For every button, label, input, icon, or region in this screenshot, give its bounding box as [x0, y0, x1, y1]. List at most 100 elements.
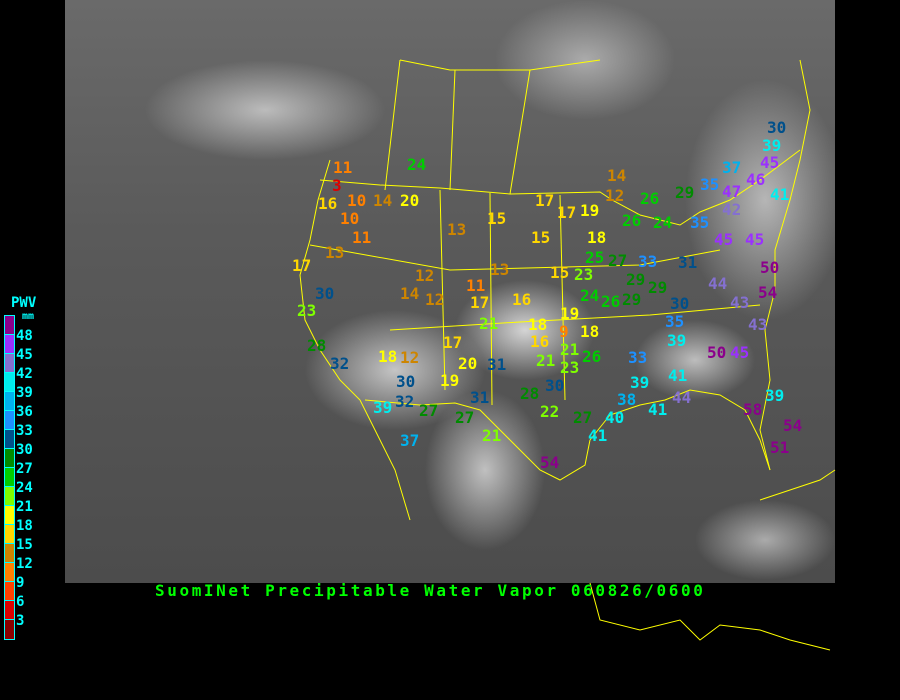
- station-pwv-value: 27: [573, 408, 593, 427]
- pacific-coast: [299, 159, 411, 521]
- legend-unit: mm: [22, 311, 35, 322]
- station-pwv-value: 32: [395, 392, 415, 411]
- caribbean-islands: [759, 469, 836, 501]
- station-pwv-value: 58: [743, 400, 763, 419]
- station-pwv-value: 43: [730, 293, 750, 312]
- state-line: [389, 304, 761, 331]
- station-pwv-value: 9: [559, 322, 569, 341]
- station-pwv-value: 29: [675, 183, 695, 202]
- station-pwv-value: 23: [574, 265, 594, 284]
- station-pwv-value: 25: [585, 248, 605, 267]
- station-pwv-value: 54: [758, 283, 778, 302]
- station-pwv-value: 13: [325, 243, 345, 262]
- station-pwv-value: 28: [307, 336, 327, 355]
- station-pwv-value: 39: [373, 398, 393, 417]
- station-pwv-value: 29: [622, 290, 642, 309]
- legend-tick-label: 30: [16, 442, 33, 458]
- legend-title: PWV: [11, 295, 37, 311]
- station-pwv-value: 38: [617, 390, 637, 409]
- legend-tick-label: 24: [16, 480, 33, 496]
- station-pwv-value: 51: [770, 438, 790, 457]
- legend-swatch: [5, 430, 14, 449]
- station-pwv-value: 27: [455, 408, 475, 427]
- station-pwv-value: 11: [352, 228, 372, 247]
- state-line: [509, 69, 531, 195]
- legend-swatch: [5, 335, 14, 354]
- station-pwv-value: 20: [400, 191, 420, 210]
- station-pwv-value: 30: [670, 294, 690, 313]
- station-pwv-value: 19: [560, 304, 580, 323]
- mexico-border: [364, 399, 591, 481]
- station-pwv-value: 10: [347, 191, 367, 210]
- station-pwv-value: 23: [560, 358, 580, 377]
- legend-tick-label: 21: [16, 499, 33, 515]
- station-pwv-value: 33: [628, 348, 648, 367]
- station-pwv-value: 15: [550, 263, 570, 282]
- station-pwv-value: 17: [535, 191, 555, 210]
- legend-swatch: [5, 468, 14, 487]
- satellite-image: [65, 0, 835, 583]
- station-pwv-value: 32: [330, 354, 350, 373]
- station-pwv-value: 11: [466, 276, 486, 295]
- station-pwv-value: 47: [722, 182, 742, 201]
- station-pwv-value: 14: [400, 284, 420, 303]
- station-pwv-value: 29: [626, 270, 646, 289]
- station-pwv-value: 35: [700, 175, 720, 194]
- station-pwv-value: 26: [601, 292, 621, 311]
- station-pwv-value: 39: [765, 386, 785, 405]
- legend-swatch: [5, 544, 14, 563]
- station-pwv-value: 21: [482, 426, 502, 445]
- legend-tick-label: 36: [16, 404, 33, 420]
- state-line: [439, 189, 446, 391]
- station-pwv-value: 39: [630, 373, 650, 392]
- station-pwv-value: 50: [707, 343, 727, 362]
- station-pwv-value: 16: [318, 194, 338, 213]
- station-pwv-value: 18: [378, 347, 398, 366]
- station-pwv-value: 30: [315, 284, 335, 303]
- atlantic-coast: [759, 59, 811, 471]
- legend-swatch: [5, 411, 14, 430]
- legend-swatch: [5, 487, 14, 506]
- station-pwv-value: 45: [760, 153, 780, 172]
- state-line: [559, 194, 566, 401]
- map-title: SuomINet Precipitable Water Vapor 060826…: [155, 581, 706, 600]
- station-pwv-value: 19: [440, 371, 460, 390]
- station-pwv-value: 11: [333, 158, 353, 177]
- station-pwv-value: 43: [748, 315, 768, 334]
- station-pwv-value: 23: [297, 301, 317, 320]
- station-pwv-value: 16: [530, 332, 550, 351]
- station-pwv-value: 54: [540, 453, 560, 472]
- legend-swatch: [5, 316, 14, 335]
- legend-tick-label: 3: [16, 613, 25, 629]
- station-pwv-value: 29: [648, 278, 668, 297]
- legend-swatch: [5, 354, 14, 373]
- legend-tick-label: 18: [16, 518, 33, 534]
- station-pwv-value: 26: [640, 189, 660, 208]
- station-pwv-value: 27: [608, 251, 628, 270]
- legend-tick-label: 33: [16, 423, 33, 439]
- station-pwv-value: 45: [730, 343, 750, 362]
- legend-swatch: [5, 620, 14, 639]
- state-line: [449, 69, 456, 191]
- station-pwv-value: 28: [520, 384, 540, 403]
- station-pwv-value: 40: [605, 408, 625, 427]
- station-pwv-value: 33: [638, 252, 658, 271]
- station-pwv-value: 26: [582, 347, 602, 366]
- station-pwv-value: 24: [407, 155, 427, 174]
- station-pwv-value: 14: [607, 166, 627, 185]
- station-pwv-value: 27: [419, 401, 439, 420]
- legend-tick-label: 42: [16, 366, 33, 382]
- mexico-coast: [589, 582, 831, 651]
- legend-color-bar: [4, 315, 15, 640]
- station-pwv-value: 31: [678, 253, 698, 272]
- station-pwv-value: 31: [470, 388, 490, 407]
- station-pwv-value: 45: [745, 230, 765, 249]
- station-pwv-value: 37: [400, 431, 420, 450]
- legend-tick-label: 6: [16, 594, 25, 610]
- station-pwv-value: 50: [760, 258, 780, 277]
- station-pwv-value: 12: [605, 186, 625, 205]
- station-pwv-value: 30: [767, 118, 787, 137]
- station-pwv-value: 17: [557, 203, 577, 222]
- station-pwv-value: 22: [540, 402, 560, 421]
- station-pwv-value: 13: [490, 260, 510, 279]
